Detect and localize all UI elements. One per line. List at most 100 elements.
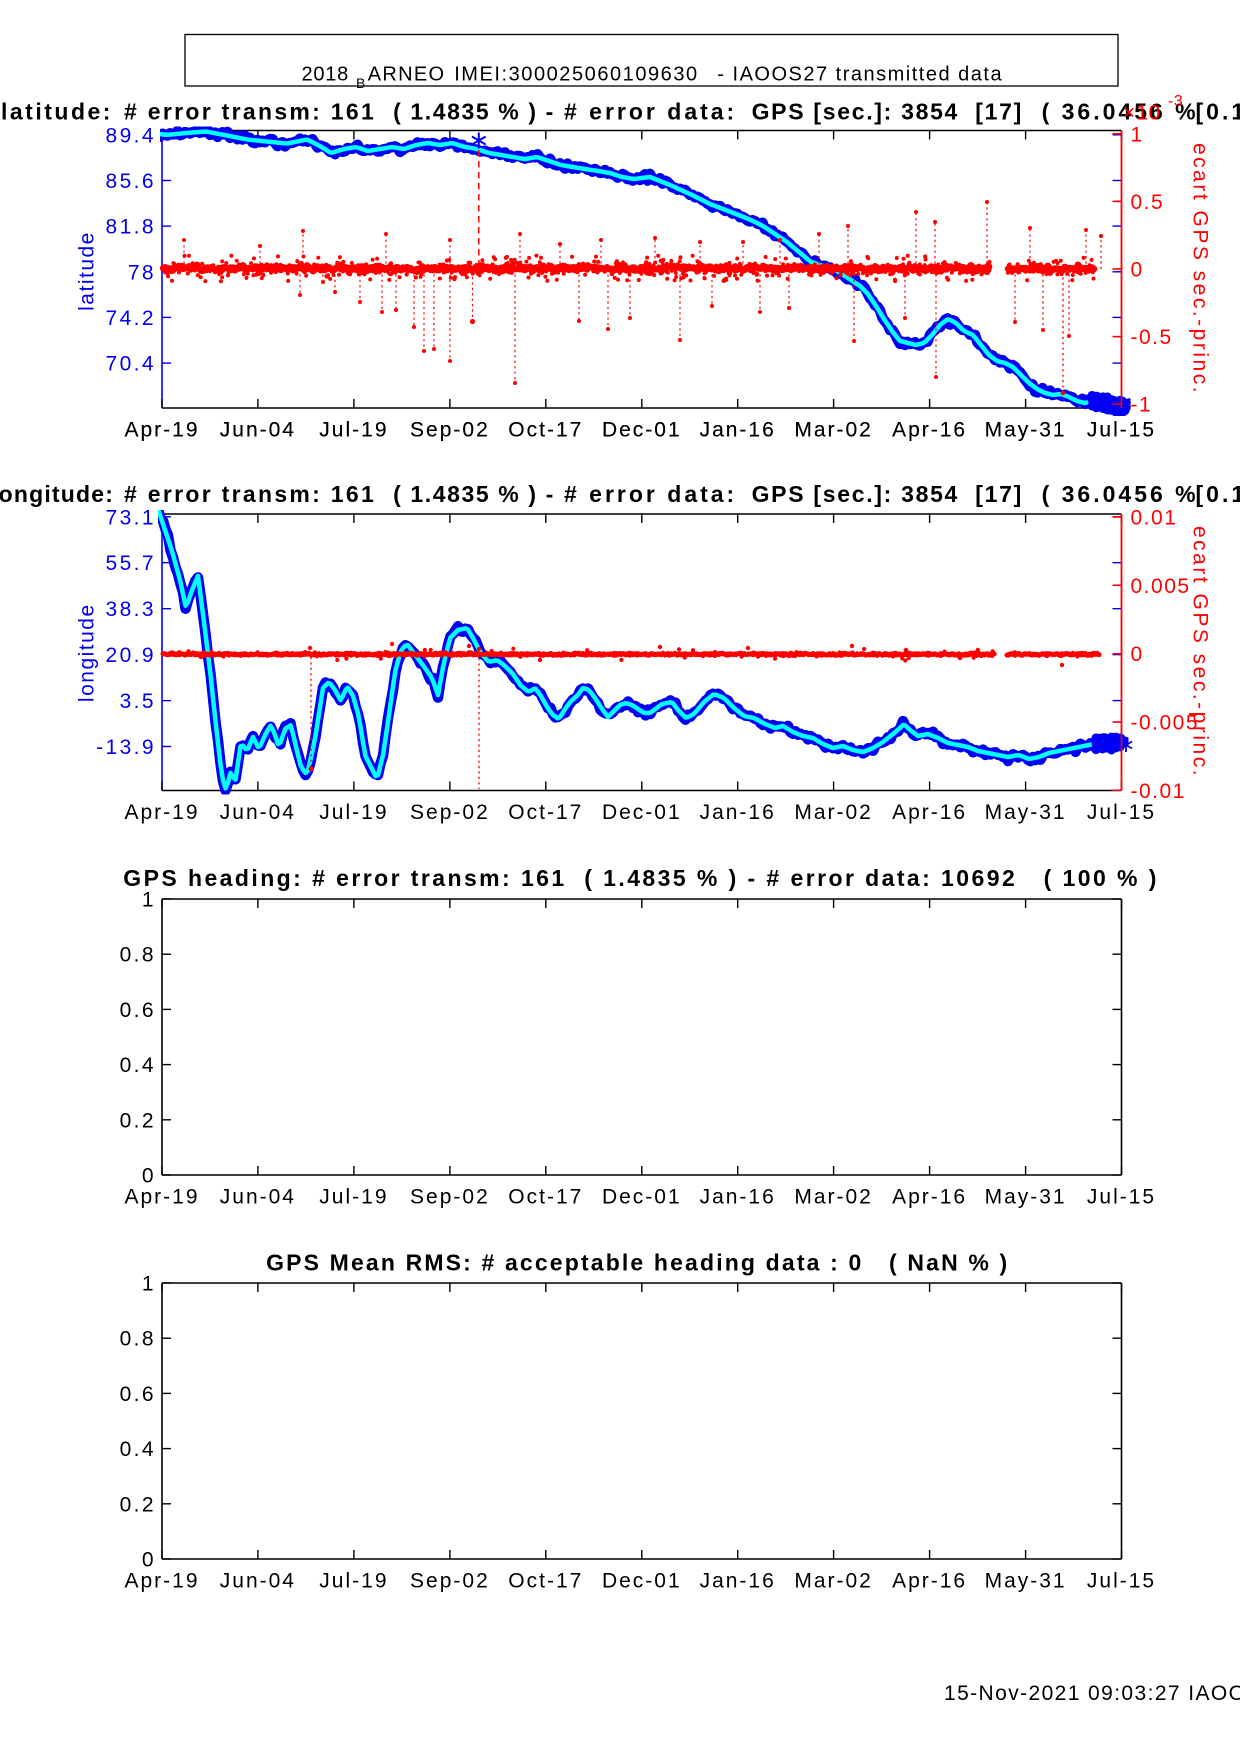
svg-text:0.6: 0.6	[120, 1383, 156, 1406]
svg-text:Apr-19: Apr-19	[124, 419, 199, 442]
svg-text:# error data:: # error data:	[564, 99, 737, 125]
svg-text:0: 0	[142, 1549, 156, 1572]
svg-text:GPS [sec.]: 3854 [17]: GPS [sec.]: 3854 [17]	[752, 99, 1023, 125]
svg-text:May-31: May-31	[985, 801, 1067, 824]
svg-text:70.4: 70.4	[106, 353, 156, 376]
svg-text:Oct-17: Oct-17	[508, 1570, 583, 1593]
svg-text:×10: ×10	[1123, 102, 1161, 125]
svg-text:85.6: 85.6	[106, 170, 156, 193]
svg-text:0.8: 0.8	[120, 944, 156, 967]
svg-text:Jan-16: Jan-16	[700, 801, 776, 824]
svg-text:Oct-17: Oct-17	[508, 419, 583, 442]
svg-text:Jan-16: Jan-16	[700, 1570, 776, 1593]
svg-text:78: 78	[128, 261, 156, 284]
svg-text:81.8: 81.8	[106, 216, 156, 239]
svg-text:May-31: May-31	[985, 1186, 1067, 1209]
svg-text:Sep-02: Sep-02	[410, 419, 490, 442]
svg-text:Mar-02: Mar-02	[794, 1186, 873, 1209]
svg-text:-0.005: -0.005	[1131, 712, 1200, 735]
svg-text:15-Nov-2021 09:03:27 IAOOS27 t: 15-Nov-2021 09:03:27 IAOOS27 transmitted	[944, 1682, 1240, 1705]
svg-text:Dec-01: Dec-01	[602, 419, 682, 442]
svg-text:Mar-02: Mar-02	[794, 801, 873, 824]
svg-text:May-31: May-31	[985, 1570, 1067, 1593]
svg-text:ARNEO: ARNEO	[368, 64, 446, 86]
svg-text:Apr-16: Apr-16	[892, 801, 967, 824]
svg-text:Sep-02: Sep-02	[410, 1570, 490, 1593]
svg-text:Apr-19: Apr-19	[124, 419, 199, 442]
svg-text:Apr-16: Apr-16	[892, 1570, 967, 1593]
svg-text:2018: 2018	[302, 64, 350, 86]
svg-text:Jun-04: Jun-04	[220, 801, 296, 824]
svg-text:Jul-15: Jul-15	[1087, 419, 1156, 442]
svg-text:Apr-16: Apr-16	[892, 419, 967, 442]
svg-text:Jan-16: Jan-16	[700, 1186, 776, 1209]
svg-text:0.2: 0.2	[120, 1493, 156, 1516]
svg-text:Dec-01: Dec-01	[602, 419, 682, 442]
svg-text:B: B	[356, 75, 365, 91]
svg-text:Dec-01: Dec-01	[602, 1186, 682, 1209]
svg-text:IMEI:300025060109630: IMEI:300025060109630	[454, 64, 699, 86]
svg-text:74.2: 74.2	[106, 307, 156, 330]
svg-text:Oct-17: Oct-17	[508, 419, 583, 442]
svg-text:- IAOOS27 transmitted data: - IAOOS27 transmitted data	[717, 64, 1003, 86]
svg-text:Apr-19: Apr-19	[124, 1570, 199, 1593]
svg-text:0.4: 0.4	[120, 1438, 156, 1461]
svg-text:GPS [sec.]: 3854 [17]: GPS [sec.]: 3854 [17]	[752, 481, 1023, 507]
svg-text:Sep-02: Sep-02	[410, 801, 490, 824]
svg-text:Jun-04: Jun-04	[220, 419, 296, 442]
svg-text:Apr-16: Apr-16	[892, 419, 967, 442]
svg-text:Apr-16: Apr-16	[892, 1186, 967, 1209]
svg-text:0: 0	[1131, 643, 1144, 666]
svg-text:89.4: 89.4	[106, 124, 156, 147]
svg-text:Oct-17: Oct-17	[508, 801, 583, 824]
svg-text:( 1.4835 % ) -: ( 1.4835 % ) -	[393, 99, 555, 125]
svg-text:Sep-02: Sep-02	[410, 1186, 490, 1209]
svg-text:[0.15 %] ): [0.15 %] )	[1196, 99, 1240, 125]
svg-text:0: 0	[142, 1165, 156, 1188]
svg-text:Mar-02: Mar-02	[794, 419, 873, 442]
svg-text:# error data:: # error data:	[564, 481, 737, 507]
svg-text:ecart GPS sec.-princ.: ecart GPS sec.-princ.	[1189, 526, 1212, 778]
svg-text:0: 0	[1131, 259, 1144, 282]
svg-text:Jul-19: Jul-19	[319, 1570, 388, 1593]
svg-text:( 36.0456 %: ( 36.0456 %	[1042, 99, 1199, 125]
svg-text:Jul-15: Jul-15	[1087, 801, 1156, 824]
svg-text:0.005: 0.005	[1131, 575, 1191, 598]
svg-text:Apr-19: Apr-19	[124, 1186, 199, 1209]
svg-text:Oct-17: Oct-17	[508, 1186, 583, 1209]
svg-text:Dec-01: Dec-01	[602, 1570, 682, 1593]
svg-text:0.01: 0.01	[1131, 507, 1178, 530]
svg-text:0.2: 0.2	[120, 1109, 156, 1132]
svg-text:latitude:: latitude:	[1, 99, 113, 125]
svg-text:Apr-19: Apr-19	[124, 801, 199, 824]
svg-text:( 1.4835 % ) -: ( 1.4835 % ) -	[393, 481, 555, 507]
svg-text:1: 1	[142, 1273, 156, 1296]
svg-text:73.1: 73.1	[106, 506, 156, 529]
svg-text:55.7: 55.7	[106, 552, 156, 575]
svg-text:Jul-19: Jul-19	[319, 801, 388, 824]
svg-text:1: 1	[1131, 123, 1144, 146]
svg-text:0.8: 0.8	[120, 1328, 156, 1351]
svg-text:[0.15 %] ): [0.15 %] )	[1196, 481, 1240, 507]
svg-text:-0.01: -0.01	[1131, 780, 1186, 803]
svg-text:longitude:: longitude:	[0, 481, 114, 507]
svg-text:Jun-04: Jun-04	[220, 1186, 296, 1209]
svg-text:GPS Mean RMS: # acceptable hea: GPS Mean RMS: # acceptable heading data …	[266, 1250, 1009, 1276]
svg-text:longitude: longitude	[76, 603, 99, 702]
svg-text:Jul-19: Jul-19	[319, 419, 388, 442]
svg-text:-3: -3	[1168, 93, 1183, 110]
svg-text:( 36.0456 %: ( 36.0456 %	[1042, 481, 1199, 507]
svg-text:Jul-19: Jul-19	[319, 419, 388, 442]
svg-text:May-31: May-31	[985, 419, 1067, 442]
svg-text:Jun-04: Jun-04	[220, 1570, 296, 1593]
svg-text:# error transm: 161: # error transm: 161	[124, 481, 376, 507]
svg-text:GPS heading: # error transm: 1: GPS heading: # error transm: 161 ( 1.483…	[123, 865, 1159, 891]
svg-text:0.6: 0.6	[120, 999, 156, 1022]
svg-text:latitude: latitude	[76, 231, 99, 311]
svg-text:Jun-04: Jun-04	[220, 419, 296, 442]
svg-text:Jul-15: Jul-15	[1087, 1186, 1156, 1209]
svg-text:1: 1	[142, 889, 156, 912]
svg-text:0.4: 0.4	[120, 1054, 156, 1077]
svg-text:-0.5: -0.5	[1131, 326, 1173, 349]
svg-text:0.5: 0.5	[1131, 191, 1165, 214]
